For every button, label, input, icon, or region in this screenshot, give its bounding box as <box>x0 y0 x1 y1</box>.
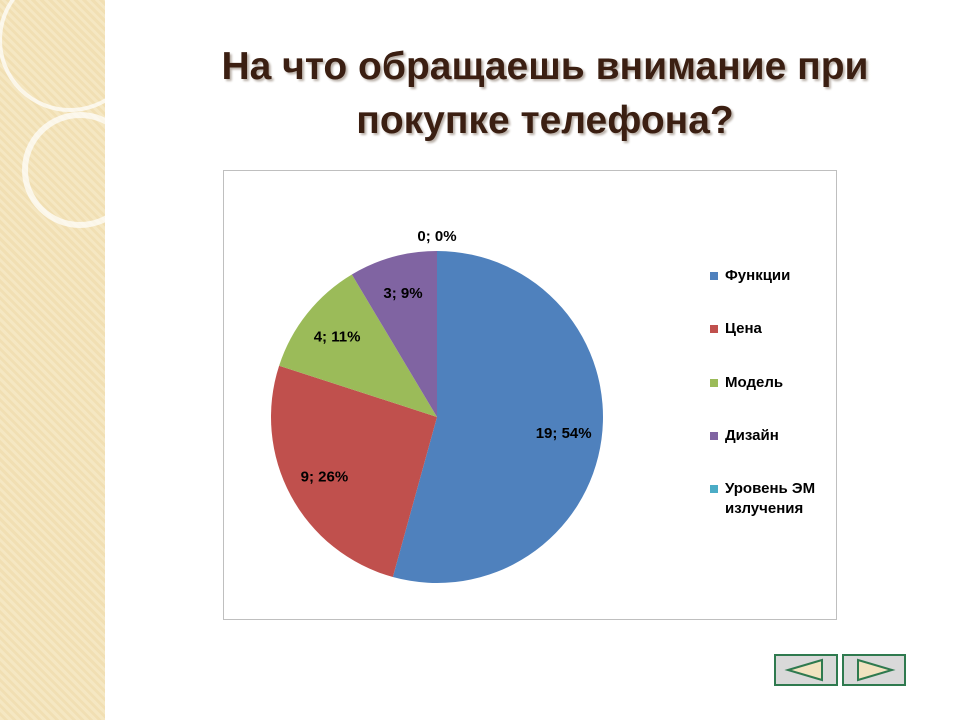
next-button[interactable] <box>842 654 906 686</box>
prev-button[interactable] <box>774 654 838 686</box>
data-label: 3; 9% <box>383 285 422 302</box>
decor <box>0 0 105 228</box>
data-label: 4; 11% <box>314 328 361 345</box>
legend-swatch <box>710 485 718 494</box>
legend-swatch <box>710 378 718 387</box>
data-label: 0; 0% <box>417 228 456 245</box>
legend-label: Уровень ЭМ излучения <box>725 480 816 518</box>
legend-label: Дизайн <box>725 426 779 444</box>
data-label: 19; 54% <box>536 425 592 442</box>
legend-swatch <box>710 431 718 440</box>
pie-slice <box>351 251 437 417</box>
legend-label: Функции <box>725 267 791 284</box>
pie-slice <box>392 251 604 584</box>
decor-stripe <box>0 0 105 720</box>
legend-label: Цена <box>725 320 762 338</box>
pie-slice <box>271 365 437 578</box>
legend-label: Модель <box>725 373 784 391</box>
legend-swatch <box>710 272 718 280</box>
data-label: 9; 26% <box>301 469 349 486</box>
legend-swatch <box>710 325 718 334</box>
chart-title: На что обращаешь внимание при покупке те… <box>221 45 869 142</box>
pie-slice <box>279 274 437 417</box>
